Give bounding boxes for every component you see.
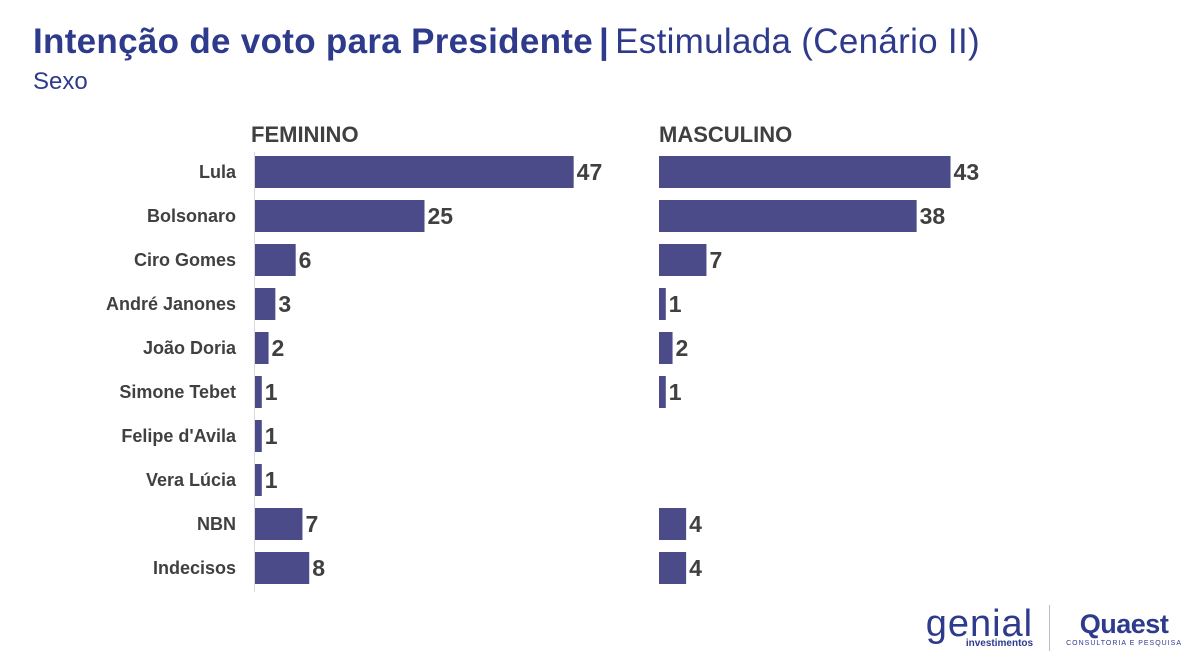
bar: [659, 200, 917, 232]
data-label: 2: [676, 335, 689, 361]
bar: [659, 508, 687, 540]
category-label: João Doria: [143, 338, 237, 358]
data-label: 6: [299, 247, 312, 273]
panel-title: FEMININO: [251, 122, 359, 147]
bar: [255, 332, 269, 364]
bar: [255, 376, 262, 408]
bar: [659, 288, 666, 320]
quaest-logo-word: Quaest: [1079, 608, 1169, 639]
category-label: Bolsonaro: [147, 206, 236, 226]
logo-area: genial investimentos Quaest CONSULTORIA …: [926, 605, 1182, 651]
category-label: Simone Tebet: [119, 382, 236, 402]
title-separator: |: [599, 22, 610, 61]
bar: [255, 420, 262, 452]
data-label: 7: [305, 511, 318, 537]
page-subtitle: Sexo: [33, 68, 88, 95]
data-label: 1: [669, 291, 682, 317]
genial-logo: genial investimentos: [925, 602, 1034, 649]
panel-title: MASCULINO: [659, 122, 792, 147]
bar: [255, 508, 303, 540]
bar: [255, 288, 276, 320]
bar: [659, 376, 666, 408]
data-label: 4: [689, 555, 702, 581]
quaest-logo: Quaest CONSULTORIA E PESQUISA: [1066, 610, 1182, 647]
genial-logo-sub: investimentos: [965, 637, 1034, 649]
bar: [255, 464, 262, 496]
logo-divider: [1049, 605, 1051, 651]
page-title: Intenção de voto para Presidente | Estimul…: [33, 22, 980, 62]
category-label: André Janones: [106, 294, 236, 314]
category-label: Ciro Gomes: [134, 250, 236, 270]
bar: [255, 244, 296, 276]
data-label: 8: [312, 555, 325, 581]
data-label: 3: [278, 291, 291, 317]
bar: [255, 156, 574, 188]
title-qualifier: Estimulada (Cenário II): [615, 22, 980, 61]
category-label: Vera Lúcia: [146, 470, 237, 490]
data-label: 2: [272, 335, 285, 361]
category-label: Indecisos: [153, 558, 236, 578]
category-label: Lula: [199, 162, 237, 182]
bar: [659, 244, 707, 276]
bar: [659, 156, 951, 188]
data-label: 1: [265, 467, 278, 493]
category-label: Felipe d'Avila: [121, 426, 237, 446]
data-label: 47: [577, 159, 603, 185]
data-label: 4: [689, 511, 702, 537]
bar: [255, 552, 310, 584]
data-label: 38: [920, 203, 946, 229]
data-label: 7: [709, 247, 722, 273]
quaest-logo-sub: CONSULTORIA E PESQUISA: [1066, 639, 1182, 647]
genial-logo-word: genial: [925, 602, 1034, 645]
data-label: 1: [265, 379, 278, 405]
data-label: 1: [669, 379, 682, 405]
bar: [659, 332, 673, 364]
category-label: NBN: [197, 514, 236, 534]
data-label: 43: [954, 159, 980, 185]
data-label: 25: [428, 203, 454, 229]
bar: [659, 552, 687, 584]
bar: [255, 200, 425, 232]
title-main: Intenção de voto para Presidente: [33, 22, 594, 61]
data-label: 1: [265, 423, 278, 449]
